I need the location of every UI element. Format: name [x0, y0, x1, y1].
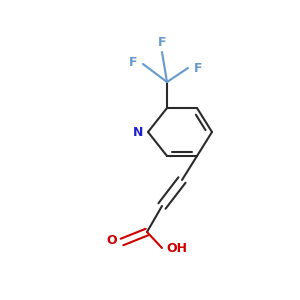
Text: O: O — [107, 233, 117, 247]
Text: F: F — [158, 35, 166, 49]
Text: F: F — [129, 56, 137, 68]
Text: N: N — [133, 125, 143, 139]
Text: F: F — [194, 61, 202, 74]
Text: OH: OH — [167, 242, 188, 254]
